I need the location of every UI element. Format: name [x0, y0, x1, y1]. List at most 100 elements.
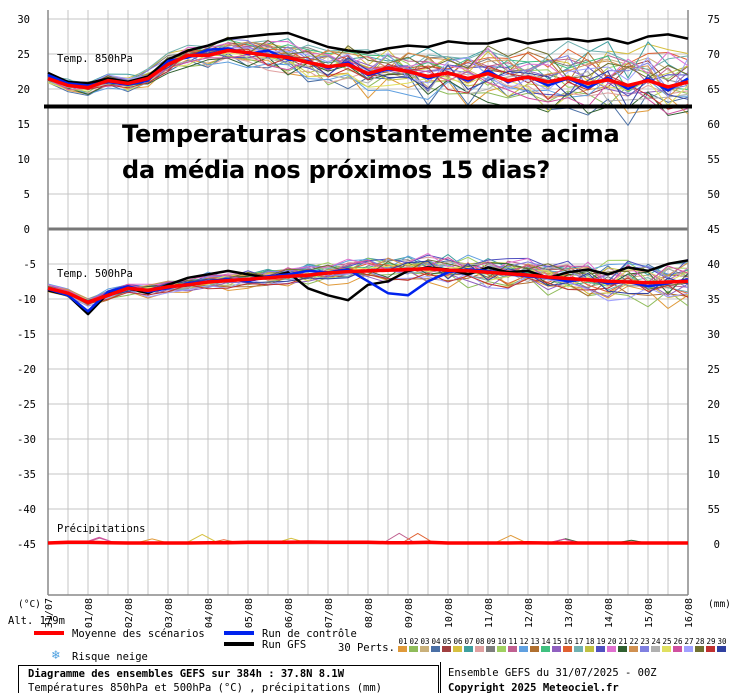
pert-number: 08	[475, 637, 485, 646]
y-tick-left-500: -20	[17, 364, 36, 376]
pert-number: 30	[717, 637, 727, 646]
series-mean-panel-2	[47, 267, 689, 305]
pert-number: 05	[442, 637, 451, 646]
x-units-left: (°C)	[18, 599, 41, 610]
pert-line-850	[47, 54, 689, 115]
x-tick-label: 09/08	[404, 598, 415, 628]
y-tick-right-500: 10	[707, 469, 720, 481]
pert-number: 22	[629, 637, 638, 646]
pert-swatch	[640, 646, 649, 652]
pert-swatch	[519, 646, 528, 652]
legend-altitude: Alt. 179m	[8, 615, 65, 627]
pert-number: 15	[552, 637, 561, 646]
overlay-headline-line-2: da média nos próximos 15 dias?	[122, 156, 551, 184]
y-tick-left-850: 15	[17, 119, 30, 131]
pert-swatch	[662, 646, 671, 652]
pert-number: 17	[574, 637, 583, 646]
y-tick-left-850: 0	[24, 224, 30, 236]
pert-number: 01	[398, 637, 407, 646]
pert-number: 23	[640, 637, 649, 646]
snowflake-icon: ❄	[51, 648, 60, 663]
x-tick-label: 13/08	[564, 598, 575, 628]
pert-number: 11	[508, 637, 517, 646]
footer-subtitle: Températures 850hPa et 500hPa (°C) , pré…	[28, 682, 383, 693]
pert-number: 03	[420, 637, 429, 646]
pert-swatch	[706, 646, 715, 652]
x-tick-label: 14/08	[604, 598, 615, 628]
pert-swatch	[530, 646, 539, 652]
pert-line-precip	[401, 532, 435, 544]
x-tick-label: 01/08	[84, 598, 95, 628]
y-tick-right-850: 75	[707, 14, 720, 26]
panel-title-precip: Précipitations	[57, 523, 146, 535]
pert-line-850	[47, 40, 689, 88]
pert-swatch	[629, 646, 638, 652]
y-tick-left-500: -35	[17, 469, 36, 481]
pert-swatch	[431, 646, 440, 652]
y-tick-left-500: -10	[17, 294, 36, 306]
y-tick-left-500: -40	[17, 504, 36, 516]
pert-line-precip	[382, 532, 416, 544]
pert-swatch	[574, 646, 583, 652]
pert-swatch	[398, 646, 407, 652]
pert-swatch	[596, 646, 605, 652]
y-tick-left-500: -5	[23, 259, 36, 271]
x-tick-label: 15/08	[644, 598, 655, 628]
x-tick-label: 08/08	[364, 598, 375, 628]
y-tick-right-500: 0	[714, 539, 720, 551]
y-tick-right-500: 40	[707, 259, 720, 271]
x-tick-label: 05/08	[244, 598, 255, 628]
pert-number: 13	[530, 637, 539, 646]
y-tick-left-850: 25	[17, 49, 30, 61]
legend-control-label: Run de contrôle	[262, 628, 357, 640]
x-tick-label: 16/08	[684, 598, 695, 628]
x-tick-label: 04/08	[204, 598, 215, 628]
pert-number: 06	[453, 637, 463, 646]
pert-swatch	[453, 646, 462, 652]
y-tick-right-500: 25	[707, 364, 720, 376]
x-tick-label: 10/08	[444, 598, 455, 628]
pert-number: 29	[706, 637, 715, 646]
footer-run: Ensemble GEFS du 31/07/2025 - 00Z	[448, 667, 657, 679]
pert-swatch	[618, 646, 627, 652]
pert-number: 19	[596, 637, 605, 646]
pert-swatch	[464, 646, 473, 652]
legend-gfs-label: Run GFS	[262, 639, 306, 651]
main-series	[44, 31, 692, 545]
pert-number: 28	[695, 637, 705, 646]
y-tick-right-500: 20	[707, 399, 720, 411]
pert-swatch	[552, 646, 561, 652]
y-tick-right-850: 60	[707, 119, 720, 131]
pert-line-850	[47, 48, 689, 110]
pert-swatch	[497, 646, 506, 652]
y-tick-right-500: 15	[707, 434, 720, 446]
y-tick-left-500: -25	[17, 399, 36, 411]
series-gfs-panel-1	[47, 31, 689, 85]
panel-title-850: Temp. 850hPa	[57, 53, 133, 65]
pert-swatch	[409, 646, 418, 652]
pert-number: 20	[607, 637, 617, 646]
x-units-right: (mm)	[708, 599, 731, 610]
pert-number: 09	[486, 637, 495, 646]
pert-swatch	[607, 646, 616, 652]
pert-number: 25	[662, 637, 671, 646]
footer-title: Diagramme des ensembles GEFS sur 384h : …	[28, 668, 345, 680]
legend: Alt. 179m Moyenne des scénarios Run de con…	[8, 615, 727, 693]
y-tick-right-500: 35	[707, 294, 720, 306]
pert-number: 27	[684, 637, 693, 646]
pert-swatch	[717, 646, 726, 652]
series-mean-panel-3	[47, 540, 688, 545]
legend-perts-label: 30 Perts.	[338, 642, 395, 654]
pert-line-precip	[185, 533, 219, 544]
x-tick-label: 31/07	[44, 598, 55, 628]
pert-number: 10	[497, 637, 507, 646]
pert-swatch	[563, 646, 572, 652]
series-mean-panel-1	[47, 48, 689, 90]
pert-number: 26	[673, 637, 683, 646]
y-tick-left-850: 20	[17, 84, 30, 96]
pert-number: 04	[431, 637, 441, 646]
precip-tick-right: 5	[708, 504, 714, 516]
